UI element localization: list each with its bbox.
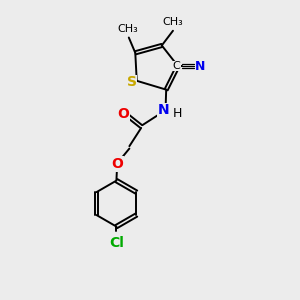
Text: CH₃: CH₃ [163, 17, 183, 27]
Text: O: O [111, 157, 123, 171]
Text: Cl: Cl [109, 236, 124, 250]
Text: N: N [158, 103, 169, 117]
Text: H: H [173, 107, 182, 120]
Text: N: N [195, 60, 206, 73]
Text: C: C [172, 61, 180, 71]
Text: CH₃: CH₃ [118, 24, 139, 34]
Text: S: S [127, 75, 137, 89]
Text: O: O [117, 107, 129, 121]
